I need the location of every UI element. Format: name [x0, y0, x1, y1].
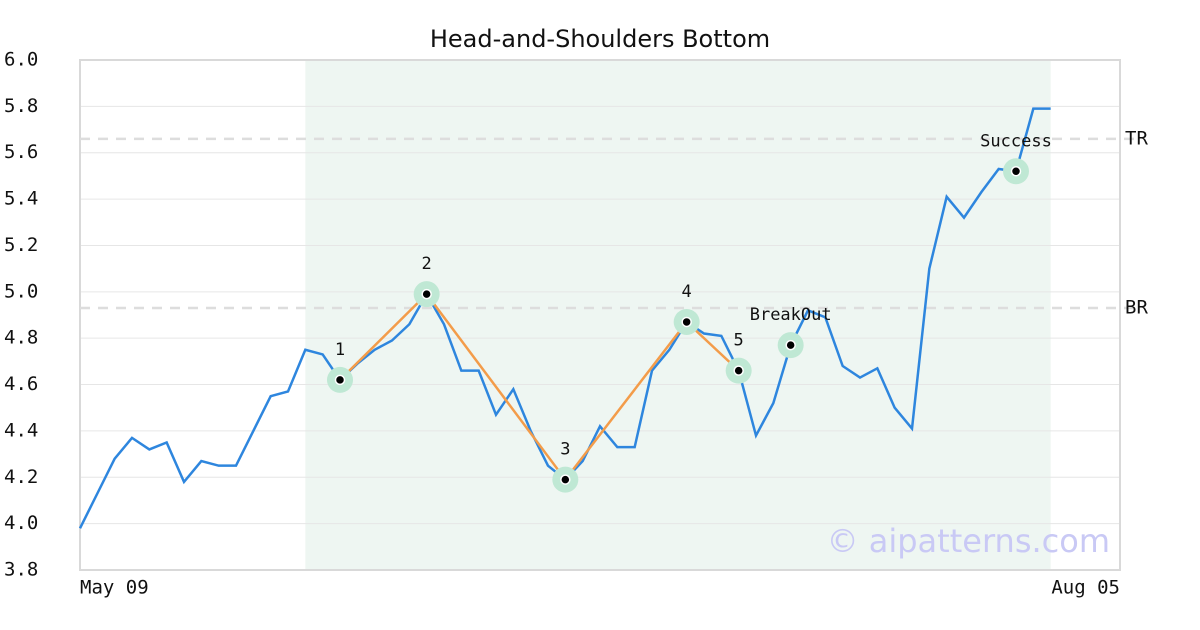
reference-label: TR: [1125, 127, 1148, 149]
y-tick-label: 5.6: [4, 141, 38, 163]
y-tick-label: 4.4: [4, 419, 38, 441]
y-tick-label: 3.8: [4, 559, 38, 581]
x-tick-label: Aug 05: [1051, 577, 1120, 599]
y-tick-label: 5.4: [4, 188, 38, 210]
point-dot: [785, 339, 796, 351]
point-label: Success: [980, 131, 1052, 151]
y-tick-label: 4.2: [4, 466, 38, 488]
y-tick-label: 5.0: [4, 280, 38, 302]
point-label: BreakOut: [750, 305, 832, 325]
point-dot: [334, 374, 346, 386]
x-tick-label: May 09: [80, 577, 149, 599]
point-dot: [733, 365, 744, 376]
point-label: 3: [560, 440, 570, 460]
point-label: 2: [422, 254, 432, 274]
point-dot: [560, 474, 571, 485]
point-label: 1: [335, 340, 345, 360]
y-tick-label: 4.6: [4, 373, 38, 395]
chart-title: Head-and-Shoulders Bottom: [430, 25, 770, 53]
point-label: 5: [734, 331, 744, 351]
point-dot: [421, 288, 432, 300]
y-tick-label: 5.8: [4, 95, 38, 117]
y-tick-label: 6.0: [4, 49, 38, 71]
y-tick-label: 4.8: [4, 327, 38, 349]
watermark: © aipatterns.com: [827, 522, 1110, 560]
point-dot: [1010, 166, 1022, 177]
plot-frame: [79, 59, 1121, 571]
reference-label: BR: [1125, 297, 1148, 319]
y-tick-label: 4.0: [4, 512, 38, 534]
point-label: 4: [682, 282, 692, 302]
y-tick-label: 5.2: [4, 234, 38, 256]
point-dot: [681, 316, 692, 328]
